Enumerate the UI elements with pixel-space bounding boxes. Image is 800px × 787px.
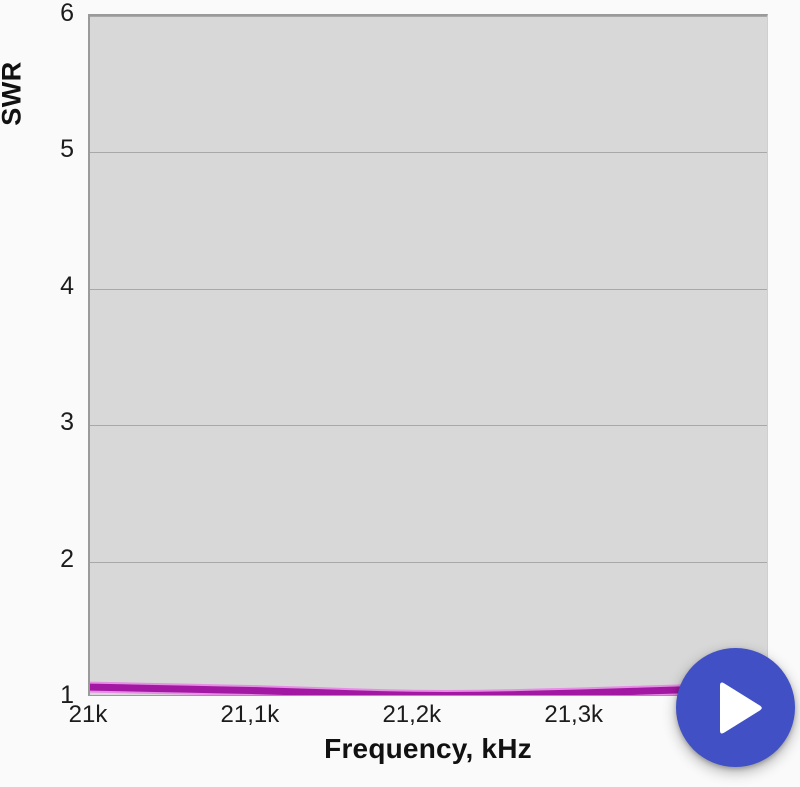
gridline: [90, 289, 767, 290]
y-tick-label: 1: [60, 681, 74, 709]
x-tick-label: 21,2k: [382, 701, 442, 728]
y-tick-label: 5: [60, 135, 74, 164]
x-tick-label: 21,3k: [544, 701, 604, 728]
y-tick-label: 6: [60, 0, 74, 27]
y-axis-title: SWR: [0, 61, 27, 126]
x-tick-label: 21,1k: [220, 701, 280, 728]
y-tick-label: 4: [60, 271, 74, 300]
gridline: [90, 16, 767, 17]
play-fab-button[interactable]: [676, 648, 795, 767]
x-tick-label: 21k: [68, 701, 108, 728]
y-tick-label: 3: [60, 408, 74, 437]
plot-area: [88, 14, 768, 696]
swr-curve: [90, 683, 767, 695]
gridline: [90, 152, 767, 153]
y-tick-label: 2: [60, 544, 74, 573]
gridline: [90, 425, 767, 426]
series-layer: [90, 681, 767, 695]
gridline: [90, 562, 767, 563]
x-axis-title: Frequency, kHz: [324, 733, 532, 764]
play-icon: [706, 679, 766, 737]
